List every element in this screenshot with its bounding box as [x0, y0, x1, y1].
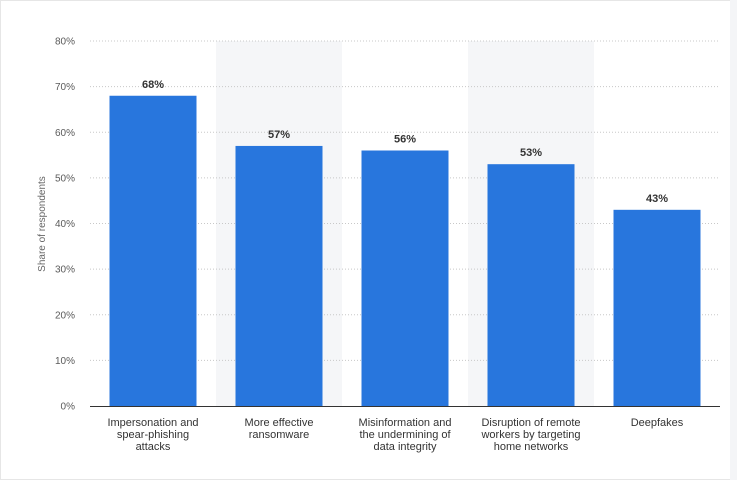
data-label: 43%	[646, 193, 668, 205]
bar	[613, 209, 701, 406]
page-scroll-edge	[730, 0, 737, 480]
data-label: 68%	[142, 79, 164, 91]
y-tick-label: 20%	[55, 310, 75, 321]
y-axis-title: Share of respondents	[37, 176, 48, 272]
x-tick-label: More effective ransomware	[245, 417, 314, 441]
y-tick-label: 40%	[55, 219, 75, 230]
data-label: 57%	[268, 129, 290, 141]
x-tick-label: Misinformation and the undermining of data…	[359, 417, 452, 453]
bar	[487, 164, 575, 406]
bar	[361, 150, 449, 406]
data-label: 56%	[394, 134, 416, 146]
y-tick-label: 10%	[55, 356, 75, 367]
x-tick-label: Deepfakes	[631, 417, 684, 429]
bar	[235, 145, 323, 406]
y-tick-label: 80%	[55, 37, 75, 48]
x-tick-label: Disruption of remote workers by targeting…	[480, 417, 580, 453]
y-tick-label: 60%	[55, 128, 75, 139]
y-tick-label: 70%	[55, 82, 75, 93]
bar	[109, 95, 197, 406]
data-label: 53%	[520, 147, 542, 159]
x-tick-label: Impersonation and spear-phishing attacks	[107, 417, 198, 453]
y-tick-label: 50%	[55, 173, 75, 184]
y-tick-label: 30%	[55, 265, 75, 276]
y-tick-label: 0%	[61, 402, 76, 413]
